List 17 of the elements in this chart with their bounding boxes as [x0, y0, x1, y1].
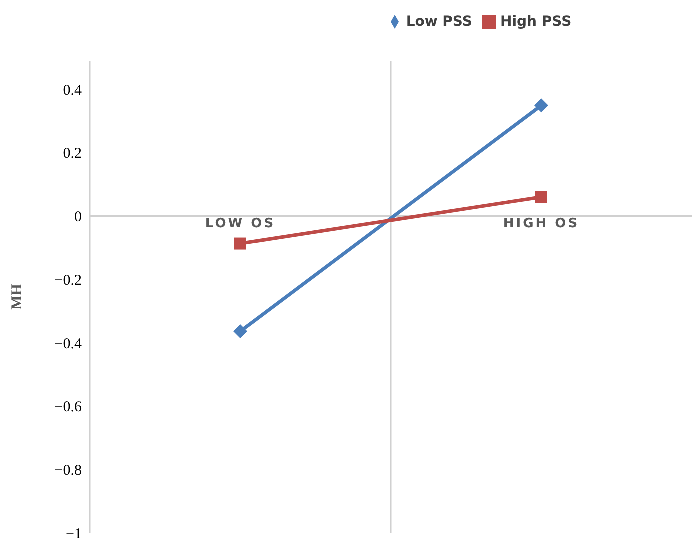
point — [534, 98, 548, 113]
y-tick-label: −0.2 — [54, 272, 82, 289]
point — [234, 324, 248, 339]
y-tick-label: −0.8 — [54, 462, 82, 479]
y-tick-label: −0.4 — [54, 336, 82, 352]
legend-label: High PSS — [500, 14, 572, 30]
y-tick-label: −0.6 — [54, 400, 82, 416]
x-tick-label: LOW OS — [205, 216, 276, 232]
x-tick-label: HIGH OS — [503, 216, 580, 232]
y-tick-label: −1 — [66, 526, 82, 542]
point — [536, 191, 548, 204]
y-axis-title: MH — [9, 284, 26, 310]
y-tick-label: 0 — [74, 210, 82, 226]
point — [234, 238, 246, 250]
y-tick-label: 0.4 — [63, 82, 82, 99]
legend-label: Low PSS — [406, 14, 472, 30]
y-tick-label: 0.2 — [63, 146, 82, 162]
